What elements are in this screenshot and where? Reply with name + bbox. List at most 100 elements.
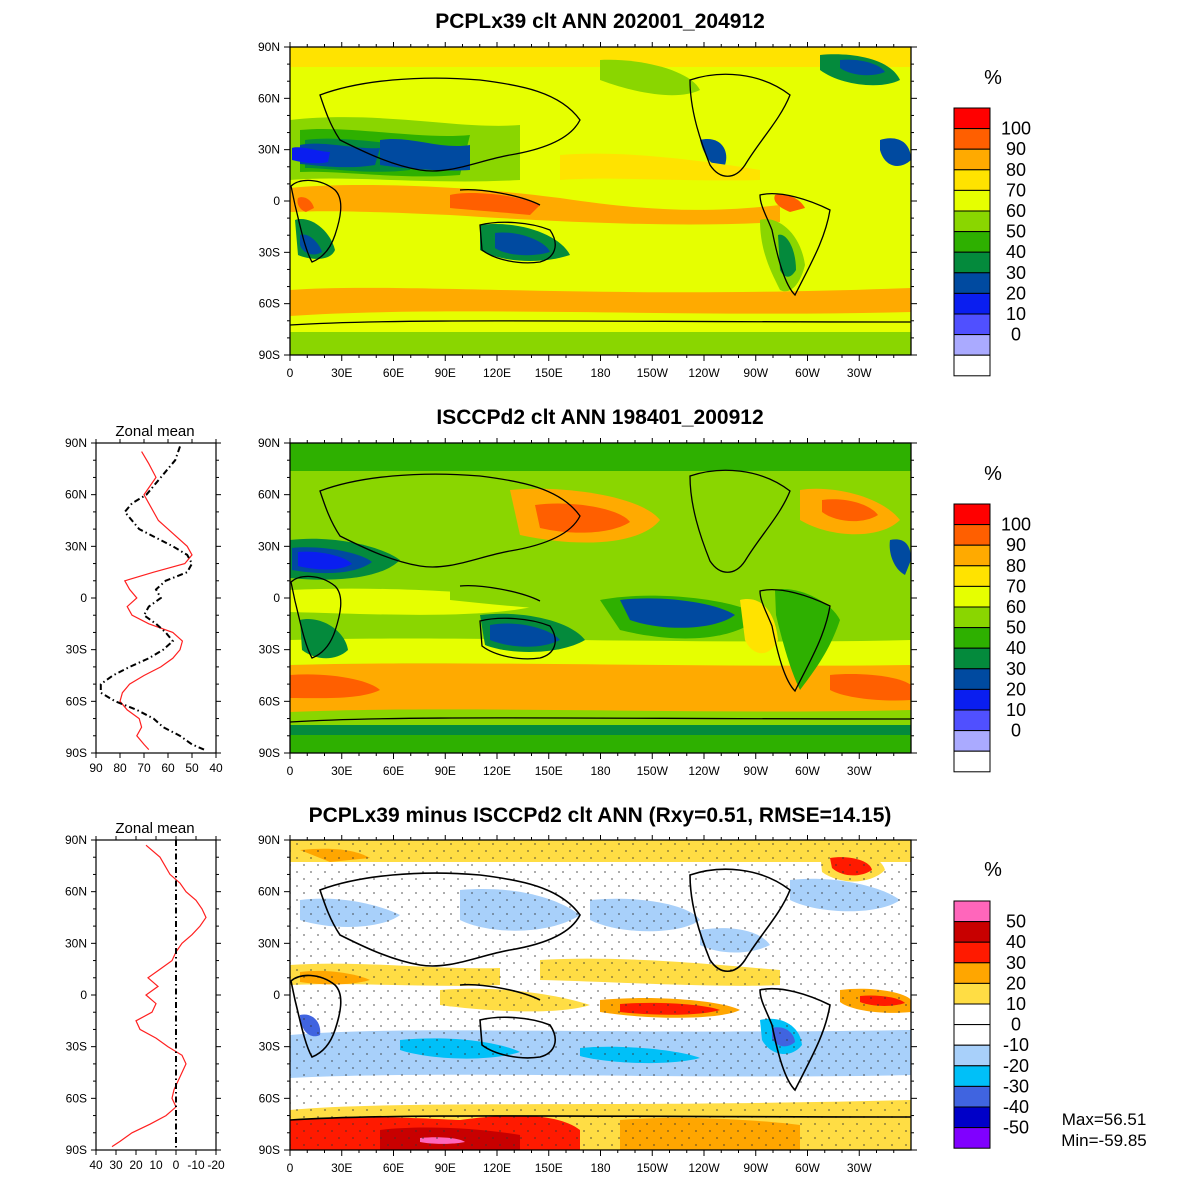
x-tick-label: 90W [743, 366, 768, 380]
colorbar-3-unit: % [984, 859, 1002, 881]
x-tick-label: 60W [795, 366, 820, 380]
y-tick-label: 90N [258, 833, 280, 847]
zonal-y-tick-label: 90S [66, 746, 87, 760]
panel-3-title: PCPLx39 minus ISCCPd2 clt ANN (Rxy=0.51,… [309, 804, 892, 827]
zonal-y-tick-label: 30S [66, 643, 87, 657]
colorbar-box [953, 292, 991, 315]
colorbar-box [953, 148, 991, 171]
zonal-x-tick-label: 50 [185, 761, 199, 775]
colorbar-label: 10 [1006, 994, 1026, 1014]
y-tick-label: 90N [258, 40, 280, 54]
colorbar-label: 90 [1006, 535, 1026, 555]
colorbar-label: 70 [1006, 576, 1026, 596]
x-tick-label: 150E [535, 1161, 563, 1175]
colorbar-2-unit: % [984, 463, 1002, 485]
colorbar-label: 20 [1006, 283, 1026, 303]
zonal-series-solid [119, 451, 193, 751]
colorbar-box [953, 565, 991, 587]
colorbar-box [953, 1106, 991, 1129]
colorbar-label: 10 [1006, 304, 1026, 324]
zonal-y-tick-label: 60N [65, 885, 87, 899]
x-tick-label: 120E [483, 764, 511, 778]
x-tick-label: 150E [535, 366, 563, 380]
colorbar-box [953, 210, 991, 233]
colorbar-box [953, 668, 991, 690]
colorbar-label: 60 [1006, 201, 1026, 221]
colorbar-box [953, 313, 991, 336]
colorbar-label: 20 [1006, 679, 1026, 699]
y-tick-label: 60S [259, 297, 280, 311]
y-tick-label: 30N [258, 539, 280, 553]
colorbar-label: 10 [1006, 700, 1026, 720]
colorbar-box [953, 1065, 991, 1087]
x-tick-label: 180 [590, 764, 610, 778]
colorbar-label: 30 [1006, 659, 1026, 679]
y-tick-label: 30N [258, 143, 280, 157]
colorbar-box [953, 900, 991, 923]
colorbar-label: 100 [1001, 515, 1031, 535]
y-tick-label: 30S [259, 245, 280, 259]
colorbar-box [953, 1127, 991, 1149]
x-tick-label: 0 [287, 764, 294, 778]
colorbar-label: 0 [1011, 325, 1021, 345]
y-tick-label: 90N [258, 436, 280, 450]
colorbar-box [953, 334, 991, 356]
zonal-y-tick-label: 30S [66, 1040, 87, 1054]
colorbar-box [953, 647, 991, 670]
zonal-y-tick-label: 90N [65, 833, 87, 847]
colorbar-box [953, 709, 991, 732]
colorbar-box [953, 982, 991, 1005]
x-tick-label: 60W [795, 1161, 820, 1175]
x-tick-label: 150E [535, 764, 563, 778]
map-1-axes: 0 30E 60E 90E 120E 150E 180 150W 120W 90W 60W 30W 90… [258, 40, 917, 380]
max-label: Max=56.51 [1062, 1110, 1147, 1129]
x-tick-label: 120W [688, 366, 720, 380]
y-tick-label: 90S [259, 746, 280, 760]
colorbar-1-unit: % [984, 67, 1002, 89]
zonal-x-tick-label: 20 [129, 1158, 143, 1172]
zonal-x-tick-label: -10 [187, 1158, 205, 1172]
panel-model: PCPLx39 clt ANN 202001_204912 [258, 10, 1031, 380]
map-2-field [290, 443, 911, 753]
zonal-x-tick-label: 60 [161, 761, 175, 775]
x-tick-label: 180 [590, 1161, 610, 1175]
zonal-1-plot: 90 80 70 60 50 40 90N 60N 30N 0 30S 60S 90S [65, 436, 223, 775]
colorbar-label: 50 [1006, 222, 1026, 242]
colorbar-label: -10 [1003, 1035, 1029, 1055]
x-tick-label: 30E [331, 1161, 352, 1175]
x-tick-label: 0 [287, 366, 294, 380]
x-tick-label: 30E [331, 764, 352, 778]
zonal-y-tick-label: 90S [66, 1143, 87, 1157]
colorbar-box [953, 251, 991, 274]
zonal-2-frame [95, 839, 217, 1151]
zonal-1-frame [95, 442, 217, 754]
zonal-x-tick-label: 80 [113, 761, 127, 775]
y-tick-label: 60N [258, 488, 280, 502]
x-tick-label: 150W [637, 1161, 669, 1175]
colorbar-box [953, 354, 991, 377]
zonal-series-solid [111, 844, 207, 1148]
colorbar-box [953, 941, 991, 964]
map-3-coastlines [290, 868, 911, 1121]
panel-1-title: PCPLx39 clt ANN 202001_204912 [435, 10, 765, 33]
y-tick-label: 0 [273, 194, 280, 208]
zonal-1-title: Zonal mean [115, 423, 194, 440]
x-tick-label: 120W [688, 1161, 720, 1175]
x-tick-label: 150W [637, 366, 669, 380]
zonal-x-tick-label: -20 [207, 1158, 225, 1172]
colorbar-box [953, 524, 991, 546]
map-3-field [290, 840, 911, 1150]
colorbar-box [953, 1085, 991, 1108]
zonal-y-tick-label: 30N [65, 936, 87, 950]
x-tick-label: 150W [637, 764, 669, 778]
map-1-field [290, 47, 911, 355]
colorbar-label: 50 [1006, 912, 1026, 932]
colorbar-label: -40 [1003, 1097, 1029, 1117]
colorbar-label: 50 [1006, 618, 1026, 638]
map-3-axes: 0 30E 60E 90E 120E 150E 180 150W 120W 90W 60W 30W 90… [258, 833, 917, 1175]
colorbar-box [953, 189, 991, 212]
